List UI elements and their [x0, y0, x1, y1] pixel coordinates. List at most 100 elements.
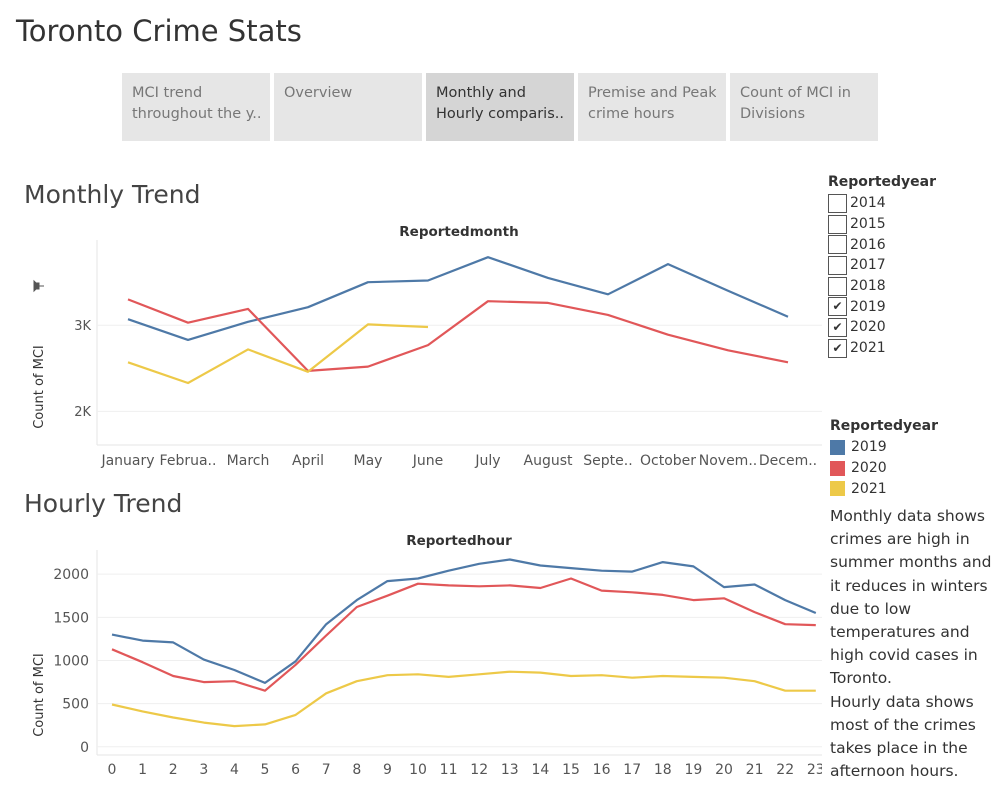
tab-overview[interactable]: Overview [274, 73, 422, 141]
data-point[interactable] [244, 345, 252, 353]
data-point[interactable] [536, 669, 544, 677]
data-point[interactable] [484, 297, 492, 305]
data-point[interactable] [184, 336, 192, 344]
data-point[interactable] [230, 722, 238, 730]
data-point[interactable] [689, 596, 697, 604]
data-point[interactable] [108, 701, 116, 709]
series-line-2020[interactable] [127, 298, 789, 372]
monthly-trend-chart[interactable]: Reportedmonth Count of MCI 3K 2K January… [0, 215, 822, 475]
data-point[interactable] [544, 299, 552, 307]
tab-count-divisions[interactable]: Count of MCI in Divisions [730, 73, 878, 141]
data-point[interactable] [720, 594, 728, 602]
data-point[interactable] [244, 318, 252, 326]
hourly-trend-chart[interactable]: Reportedhour Count of MCI 05001000150020… [0, 525, 822, 785]
data-point[interactable] [322, 620, 330, 628]
data-point[interactable] [445, 581, 453, 589]
checkbox-icon[interactable] [828, 276, 847, 296]
data-point[interactable] [230, 677, 238, 685]
data-point[interactable] [628, 674, 636, 682]
data-point[interactable] [200, 719, 208, 727]
data-point[interactable] [604, 311, 612, 319]
data-point[interactable] [353, 596, 361, 604]
data-point[interactable] [659, 558, 667, 566]
data-point[interactable] [424, 276, 432, 284]
data-point[interactable] [536, 562, 544, 570]
series-line-2021[interactable] [127, 323, 429, 385]
data-point[interactable] [720, 583, 728, 591]
data-point[interactable] [475, 670, 483, 678]
data-point[interactable] [292, 661, 300, 669]
data-point[interactable] [604, 290, 612, 298]
data-point[interactable] [322, 631, 330, 639]
tab-mci-trend[interactable]: MCI trend throughout the y.. [122, 73, 270, 141]
checkbox-icon[interactable] [828, 214, 847, 234]
data-point[interactable] [261, 720, 269, 728]
data-point[interactable] [230, 666, 238, 674]
year-filter-item[interactable]: ✔ 2021 [828, 338, 936, 359]
data-point[interactable] [781, 620, 789, 628]
data-point[interactable] [383, 592, 391, 600]
series-line-2019[interactable] [127, 256, 789, 341]
data-point[interactable] [364, 363, 372, 371]
data-point[interactable] [383, 577, 391, 585]
data-point[interactable] [139, 637, 147, 645]
series-line-2019[interactable] [111, 558, 817, 684]
checkbox-checked-icon[interactable]: ✔ [828, 317, 847, 337]
data-point[interactable] [108, 631, 116, 639]
data-point[interactable] [506, 668, 514, 676]
data-point[interactable] [567, 564, 575, 572]
data-point[interactable] [781, 687, 789, 695]
data-point[interactable] [784, 358, 792, 366]
data-point[interactable] [751, 677, 759, 685]
year-filter-item[interactable]: ✔ 2020 [828, 317, 936, 338]
data-point[interactable] [544, 274, 552, 282]
color-legend-item[interactable]: 2021 [830, 478, 938, 499]
checkbox-icon[interactable] [828, 193, 847, 213]
color-legend-item[interactable]: 2019 [830, 437, 938, 458]
data-point[interactable] [812, 621, 820, 629]
data-point[interactable] [812, 687, 820, 695]
year-filter-item[interactable]: 2016 [828, 234, 936, 255]
data-point[interactable] [664, 331, 672, 339]
data-point[interactable] [475, 560, 483, 568]
data-point[interactable] [664, 260, 672, 268]
data-point[interactable] [812, 609, 820, 617]
data-point[interactable] [244, 305, 252, 313]
data-point[interactable] [445, 673, 453, 681]
data-point[interactable] [200, 656, 208, 664]
data-point[interactable] [292, 711, 300, 719]
tab-monthly-hourly[interactable]: Monthly and Hourly comparis.. [426, 73, 574, 141]
color-legend-item[interactable]: 2020 [830, 458, 938, 479]
data-point[interactable] [414, 670, 422, 678]
series-line-2021[interactable] [111, 670, 816, 728]
data-point[interactable] [598, 671, 606, 679]
data-point[interactable] [445, 567, 453, 575]
data-point[interactable] [322, 689, 330, 697]
checkbox-checked-icon[interactable]: ✔ [828, 297, 847, 317]
data-point[interactable] [169, 713, 177, 721]
data-point[interactable] [124, 358, 132, 366]
data-point[interactable] [598, 567, 606, 575]
pin-icon[interactable] [33, 279, 44, 293]
checkbox-icon[interactable] [828, 255, 847, 275]
data-point[interactable] [567, 672, 575, 680]
series-line-2020[interactable] [111, 577, 816, 692]
data-point[interactable] [353, 677, 361, 685]
data-point[interactable] [506, 555, 514, 563]
year-filter-item[interactable]: 2015 [828, 214, 936, 235]
data-point[interactable] [383, 671, 391, 679]
data-point[interactable] [184, 379, 192, 387]
data-point[interactable] [124, 295, 132, 303]
data-point[interactable] [261, 687, 269, 695]
data-point[interactable] [751, 581, 759, 589]
data-point[interactable] [567, 574, 575, 582]
data-point[interactable] [261, 679, 269, 687]
data-point[interactable] [484, 253, 492, 261]
checkbox-icon[interactable] [828, 235, 847, 255]
data-point[interactable] [724, 287, 732, 295]
data-point[interactable] [200, 678, 208, 686]
data-point[interactable] [424, 323, 432, 331]
data-point[interactable] [304, 303, 312, 311]
data-point[interactable] [506, 581, 514, 589]
data-point[interactable] [184, 319, 192, 327]
